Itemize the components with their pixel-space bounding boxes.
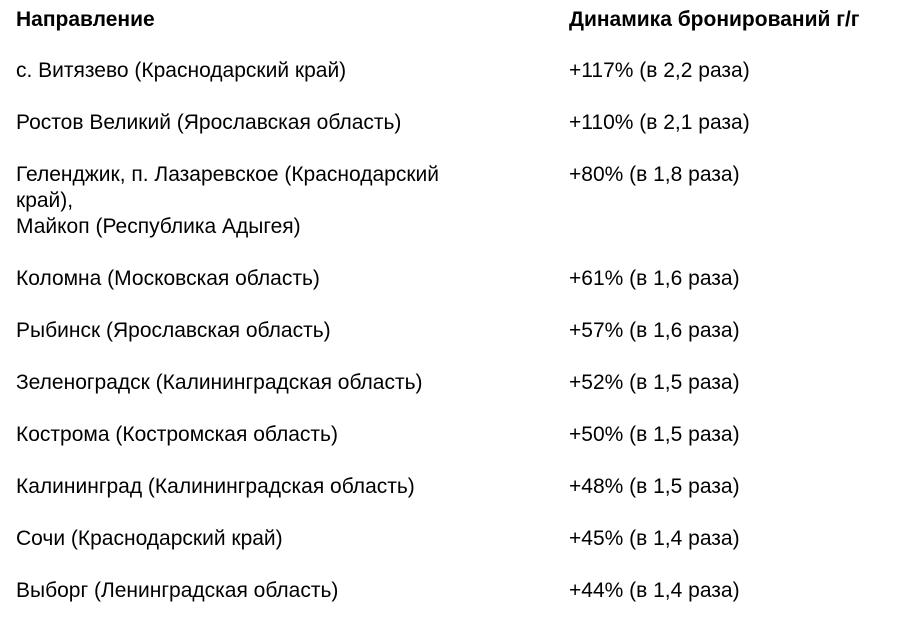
header-direction: Направление [16,8,155,31]
dynamics-cell: +57% (в 1,6 раза) [569,319,740,342]
table-row: Геленджик, п. Лазаревское (Краснодарский… [16,162,906,240]
dynamics-cell: +48% (в 1,5 раза) [569,475,740,498]
dynamics-cell: +50% (в 1,5 раза) [569,423,740,446]
direction-cell: Геленджик, п. Лазаревское (Краснодарский… [16,162,569,240]
direction-text: Зеленоградск (Калининградская область) [16,371,423,394]
direction-text: Майкоп (Республика Адыгея) [16,215,301,238]
direction-text: Сочи (Краснодарский край) [16,527,283,550]
header-dynamics: Динамика бронирований г/г [569,8,860,31]
direction-text: Геленджик, п. Лазаревское (Краснодарский [16,163,439,186]
direction-text: край), [16,189,74,212]
direction-cell: Кострома (Костромская область) [16,422,569,448]
table-row: Ростов Великий (Ярославская область) +11… [16,110,906,136]
direction-text: Калининград (Калининградская область) [16,475,415,498]
direction-text: Рыбинск (Ярославская область) [16,319,331,342]
dynamics-cell: +52% (в 1,5 раза) [569,371,740,394]
direction-cell: Ростов Великий (Ярославская область) [16,110,569,136]
dynamics-cell: +117% (в 2,2 раза) [569,59,750,82]
table-row: Калининград (Калининградская область) +4… [16,474,906,500]
direction-text: с. Витязево (Краснодарский край) [16,59,347,82]
table-header: Направление Динамика бронирований г/г [16,0,906,40]
table-row: Рыбинск (Ярославская область) +57% (в 1,… [16,318,906,344]
table-row: Кострома (Костромская область) +50% (в 1… [16,422,906,448]
direction-text: Коломна (Московская область) [16,267,320,290]
bookings-table: Направление Динамика бронирований г/г с.… [16,0,906,604]
direction-cell: с. Витязево (Краснодарский край) [16,58,569,84]
direction-cell: Выборг (Ленинградская область) [16,578,569,604]
direction-cell: Зеленоградск (Калининградская область) [16,370,569,396]
table-row: Зеленоградск (Калининградская область) +… [16,370,906,396]
table-row: Коломна (Московская область) +61% (в 1,6… [16,266,906,292]
table-row: Выборг (Ленинградская область) +44% (в 1… [16,578,906,604]
direction-cell: Рыбинск (Ярославская область) [16,318,569,344]
direction-cell: Коломна (Московская область) [16,266,569,292]
dynamics-cell: +45% (в 1,4 раза) [569,527,740,550]
dynamics-cell: +110% (в 2,1 раза) [569,111,750,134]
direction-cell: Сочи (Краснодарский край) [16,526,569,552]
direction-text: Выборг (Ленинградская область) [16,579,339,602]
direction-text: Кострома (Костромская область) [16,423,338,446]
dynamics-cell: +44% (в 1,4 раза) [569,579,740,602]
table-body: с. Витязево (Краснодарский край) +117% (… [16,40,906,604]
table-row: Сочи (Краснодарский край) +45% (в 1,4 ра… [16,526,906,552]
dynamics-cell: +61% (в 1,6 раза) [569,267,740,290]
table-row: с. Витязево (Краснодарский край) +117% (… [16,58,906,84]
direction-cell: Калининград (Калининградская область) [16,474,569,500]
direction-text: Ростов Великий (Ярославская область) [16,111,402,134]
dynamics-cell: +80% (в 1,8 раза) [569,163,740,186]
